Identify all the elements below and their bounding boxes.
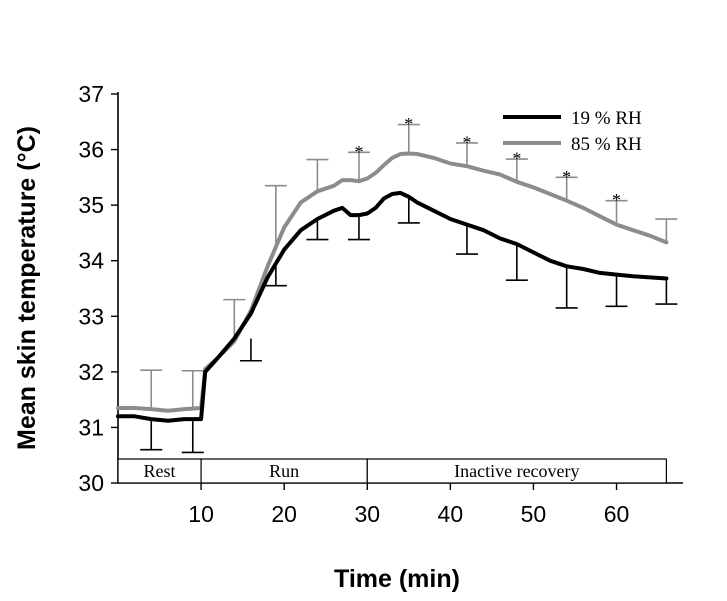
y-tick-label: 30	[78, 470, 104, 496]
x-tick-label: 60	[604, 501, 630, 527]
x-tick-label: 30	[354, 501, 380, 527]
significance-star: *	[462, 132, 471, 152]
x-tick-label: 10	[188, 501, 214, 527]
y-tick-label: 33	[78, 303, 104, 329]
series-line-19-rh	[116, 190, 669, 423]
y-tick-label: 36	[78, 137, 104, 163]
x-axis-title: Time (min)	[334, 565, 460, 593]
legend-label: 85 % RH	[571, 134, 642, 155]
phase-box	[200, 458, 368, 484]
significance-star: *	[512, 148, 521, 168]
y-tick-label: 34	[78, 248, 104, 274]
phase-label: Inactive recovery	[454, 461, 579, 481]
phase-box	[117, 458, 202, 484]
x-tick-label: 40	[438, 501, 464, 527]
significance-star: *	[354, 142, 363, 162]
x-tick-label: 20	[271, 501, 297, 527]
y-axis-title: Mean skin temperature (°C)	[13, 126, 41, 450]
significance-star: *	[562, 167, 571, 187]
phase-box	[366, 458, 667, 484]
significance-star: *	[612, 190, 621, 210]
phase-label: Run	[269, 461, 299, 481]
legend-label: 19 % RH	[571, 108, 642, 129]
phase-label: Rest	[144, 461, 176, 481]
x-tick-label: 50	[521, 501, 547, 527]
significance-star: *	[404, 114, 413, 134]
y-tick-label: 37	[78, 81, 104, 107]
y-tick-label: 32	[78, 359, 104, 385]
y-tick-label: 31	[78, 414, 104, 440]
y-tick-label: 35	[78, 192, 104, 218]
